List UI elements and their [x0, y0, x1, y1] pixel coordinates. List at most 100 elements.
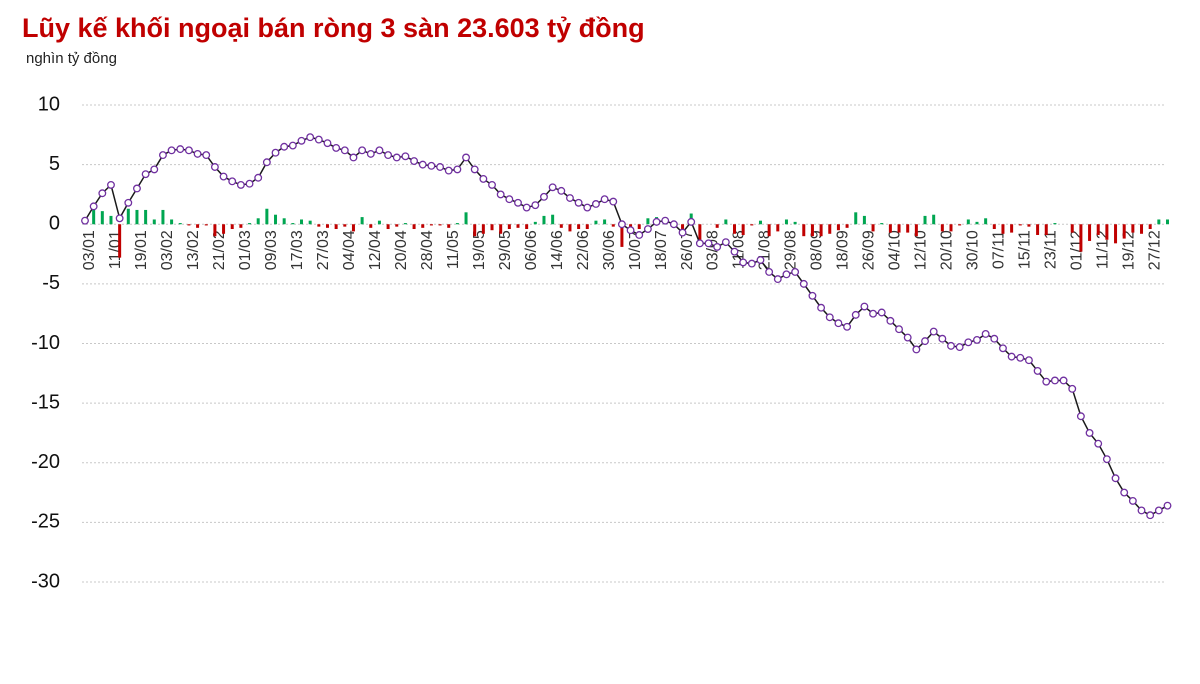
y-tick-label: -25 — [31, 511, 60, 533]
bar — [1122, 224, 1126, 239]
marker — [1033, 366, 1042, 375]
marker — [358, 146, 367, 155]
marker — [791, 268, 800, 276]
marker — [869, 309, 878, 318]
marker — [903, 333, 912, 342]
bar — [1148, 224, 1152, 230]
bar — [481, 224, 485, 234]
marker — [210, 163, 219, 171]
marker — [955, 343, 964, 352]
marker — [288, 141, 297, 150]
bar — [369, 224, 373, 228]
marker — [964, 338, 973, 347]
bar — [118, 224, 122, 258]
marker — [228, 177, 237, 186]
bar — [438, 224, 442, 226]
x-tick-label: 30/10 — [965, 230, 982, 270]
marker — [938, 334, 947, 343]
bar — [135, 209, 139, 225]
bar — [126, 208, 130, 225]
bar — [325, 224, 329, 228]
marker — [669, 220, 678, 229]
marker — [297, 136, 306, 145]
marker — [98, 189, 107, 198]
marker — [427, 161, 436, 170]
marker — [765, 268, 774, 276]
marker — [1154, 506, 1163, 515]
marker — [652, 217, 661, 226]
marker — [1163, 501, 1172, 510]
bar — [351, 224, 355, 232]
marker — [609, 197, 618, 206]
bar — [1079, 224, 1083, 252]
bar — [1027, 224, 1031, 227]
bar — [499, 224, 503, 234]
marker — [340, 146, 349, 155]
marker — [895, 325, 903, 334]
x-tick-label: 26/07 — [679, 230, 696, 270]
x-tick-label: 29/08 — [783, 230, 800, 270]
y-tick-label: 10 — [38, 93, 60, 115]
x-tick-label: 19/05 — [471, 230, 488, 270]
bar — [585, 224, 589, 230]
bar — [888, 224, 892, 233]
bar — [984, 218, 988, 225]
bar — [282, 218, 286, 225]
x-tick-label: 20/10 — [939, 230, 956, 270]
bar — [949, 224, 953, 232]
marker — [617, 220, 626, 229]
marker — [1085, 428, 1094, 437]
y-tick-label: -10 — [31, 332, 60, 354]
bar — [733, 224, 736, 234]
bar — [542, 215, 546, 225]
bar — [724, 219, 728, 225]
x-tick-label: 03/02 — [159, 230, 176, 270]
bar — [308, 220, 312, 225]
x-tick-label: 03/01 — [81, 230, 98, 270]
marker — [366, 149, 375, 158]
marker — [626, 226, 635, 235]
marker — [375, 146, 384, 155]
bar — [828, 224, 832, 234]
marker — [1128, 496, 1137, 505]
y-tick-label: -15 — [31, 391, 60, 413]
marker — [973, 335, 981, 344]
bar — [360, 217, 364, 225]
marker — [921, 337, 929, 346]
marker — [635, 231, 644, 239]
marker — [1042, 377, 1051, 386]
bar — [741, 224, 745, 235]
marker — [851, 310, 860, 319]
marker — [739, 258, 748, 267]
x-tick-label: 22/06 — [575, 230, 592, 270]
marker — [912, 345, 921, 354]
x-tick-label: 23/11 — [1042, 230, 1059, 269]
marker — [947, 341, 955, 350]
marker — [514, 198, 522, 207]
bar — [100, 211, 104, 225]
bar — [646, 218, 650, 225]
marker — [1059, 376, 1068, 385]
bar — [516, 224, 520, 228]
marker — [687, 217, 696, 226]
x-tick-label: 10/07 — [627, 230, 644, 270]
x-tick-label: 12/10 — [913, 230, 930, 270]
bar — [871, 224, 875, 232]
marker — [834, 319, 843, 328]
bar — [170, 219, 174, 225]
x-tick-label: 30/06 — [601, 230, 618, 270]
bar — [395, 224, 399, 227]
bar — [403, 223, 407, 225]
marker — [89, 202, 98, 211]
marker — [591, 200, 600, 208]
bar — [698, 224, 702, 246]
bar — [1070, 224, 1074, 233]
marker — [730, 247, 739, 256]
marker — [1016, 353, 1025, 362]
bar — [213, 224, 217, 237]
marker — [280, 142, 289, 151]
bar — [975, 221, 979, 225]
marker — [1050, 376, 1059, 385]
marker — [1102, 455, 1111, 464]
